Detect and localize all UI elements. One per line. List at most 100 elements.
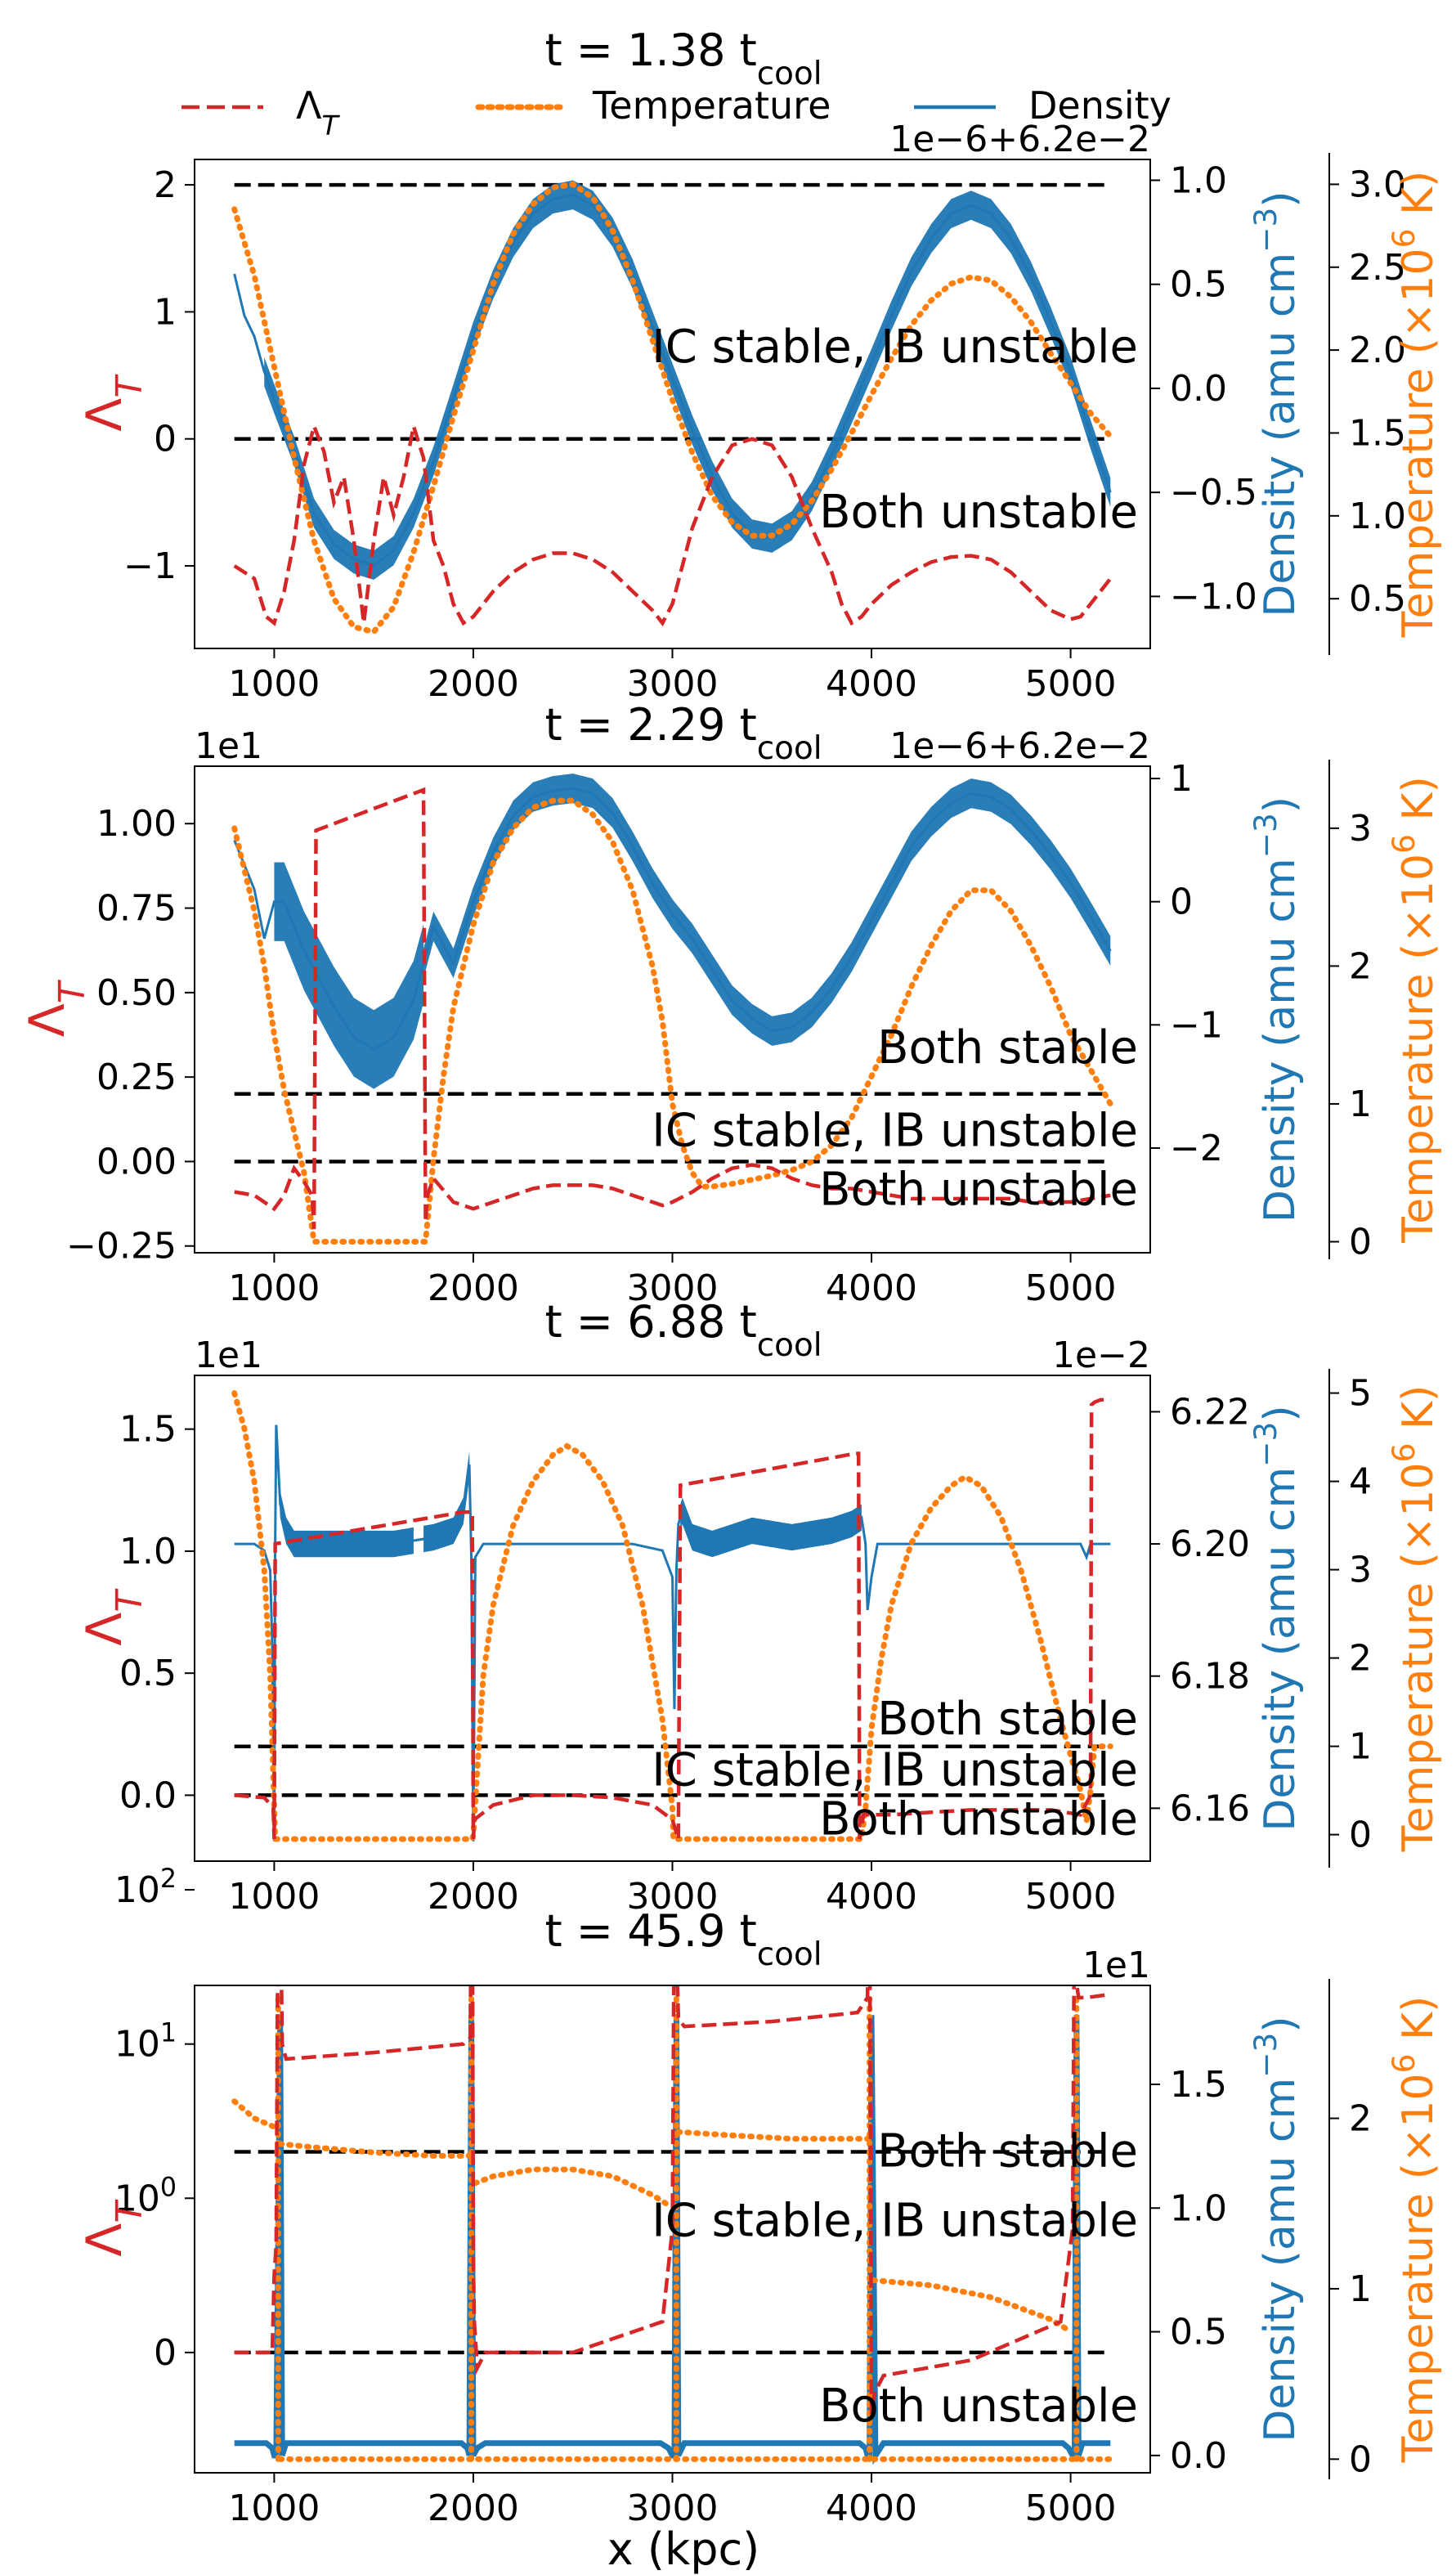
left-tick-label-part: −0.25: [66, 1226, 177, 1267]
lambda-line: [234, 787, 1111, 1230]
left-tick-label-part: 10: [114, 1869, 160, 1911]
region-label: IC stable, IB unstable: [652, 321, 1138, 374]
left-tick-label-part: 0.0: [119, 1774, 177, 1816]
left-tick-label-part: 0: [154, 419, 177, 460]
density-axis-label: Density (amu cm−3): [1248, 191, 1305, 617]
left-axis-label-part: Λ: [19, 1003, 76, 1037]
temperature-tick-label: 1: [1349, 1726, 1372, 1768]
density-oscillation-band: [423, 1451, 472, 1571]
x-tick-label: 4000: [826, 1267, 917, 1309]
region-label: Both unstable: [819, 1164, 1138, 1217]
temperature-tick-label: 3.0: [1349, 164, 1406, 205]
left-tick-label: 102: [114, 1864, 177, 1911]
temperature-axis-label-part: 6: [1386, 2054, 1422, 2074]
panel-title-part: t = 45.9 t: [544, 1905, 756, 1957]
plot-area: [231, 774, 1113, 1245]
density-axis-label-part: −3: [1248, 208, 1284, 253]
x-tick-label: 5000: [1025, 1267, 1117, 1309]
density-tick-label: 6.18: [1170, 1656, 1250, 1698]
temperature-axis-label: Temperature (×106 K): [1386, 171, 1443, 639]
density-axis-label-part: ): [1256, 191, 1305, 207]
left-tick-label-part: 1.0: [119, 1531, 177, 1572]
density-line: [234, 2015, 1111, 2465]
plot-area: [231, 1985, 1113, 2465]
chart-panel: t = 2.29 tcool Both stable IC stable, IB u…: [19, 699, 1443, 1309]
chart-panel: t = 1.38 tcool IC stable, IB unstable Both…: [76, 25, 1443, 705]
left-tick-label-part: 0.5: [119, 1653, 177, 1694]
x-tick-label: 4000: [826, 2488, 917, 2529]
x-tick-label: 3000: [627, 663, 719, 705]
temperature-tick-label: 2.5: [1349, 247, 1406, 289]
left-axis-label: ΛT: [76, 374, 150, 432]
left-tick-label-part: 1.5: [119, 1409, 177, 1451]
left-tick-label-part: 0.75: [96, 888, 177, 930]
left-axis-label: ΛT: [76, 2199, 150, 2257]
panel-title-part: cool: [757, 730, 822, 767]
density-axis-label-part: −3: [1248, 2033, 1284, 2078]
temperature-axis-label-part: Temperature (×10: [1394, 2073, 1443, 2463]
temperature-tick-label: 2: [1349, 2098, 1372, 2140]
temperature-tick-label: 0: [1349, 2438, 1372, 2480]
legend-label-part: T: [321, 110, 340, 141]
density-axis-label: Density (amu cm−3): [1248, 2016, 1305, 2442]
left-tick-label: 0.5: [119, 1653, 177, 1694]
left-axis-label-part: T: [110, 2199, 150, 2223]
temperature-tick-label: 2.0: [1349, 330, 1406, 371]
density-tick-label: −2: [1170, 1128, 1223, 1169]
left-tick-label-part: 1: [160, 2019, 177, 2048]
region-label: IC stable, IB unstable: [652, 1104, 1138, 1157]
x-tick-label: 3000: [627, 1267, 719, 1309]
density-axis-label: Density (amu cm−3): [1248, 1405, 1305, 1831]
panel-title-part: t = 1.38 t: [544, 25, 756, 76]
temperature-tick-label: 0: [1349, 1222, 1372, 1263]
left-tick-label-part: 1: [154, 291, 177, 333]
left-tick-label-part: 0.50: [96, 972, 177, 1014]
left-tick-label: 0: [154, 2332, 177, 2374]
temperature-axis-label-part: K): [1394, 1385, 1443, 1443]
left-axis-label-part: T: [110, 374, 150, 398]
left-axis-offset: 1e1: [195, 1335, 262, 1376]
panel-title-part: cool: [757, 1327, 822, 1364]
temperature-tick-label: 3: [1349, 808, 1372, 850]
density-tick-label: 0.5: [1170, 264, 1227, 306]
x-tick-label: 4000: [826, 663, 917, 705]
density-tick-label: −0.5: [1170, 472, 1257, 514]
plot-area: [231, 1390, 1113, 1842]
temperature-line: [675, 2129, 871, 2142]
x-tick-label: 4000: [826, 1876, 917, 1918]
panel-title-part: t = 2.29 t: [544, 699, 756, 751]
left-tick-label: 0.50: [96, 972, 177, 1014]
left-tick-label: 0.0: [119, 1774, 177, 1816]
left-tick-label: 1.5: [119, 1409, 177, 1451]
left-axis-label-part: Λ: [76, 2223, 133, 2257]
left-tick-label: 0.00: [96, 1141, 177, 1182]
chart-panel: t = 45.9 tcool Both stable IC stable, IB u…: [76, 1864, 1443, 2575]
density-oscillation-band: [278, 1451, 414, 1558]
left-tick-label-part: 10: [114, 2024, 160, 2066]
density-tick-label: 0.0: [1170, 368, 1227, 410]
lambda-line: [233, 419, 1113, 627]
x-tick-label: 5000: [1025, 663, 1117, 705]
left-axis-label: ΛT: [19, 979, 93, 1037]
legend-label-part: Λ: [296, 83, 322, 128]
density-axis-label-part: ): [1256, 2016, 1305, 2032]
left-axis-label-part: Λ: [76, 1613, 133, 1646]
density-axis-label: Density (amu cm−3): [1248, 796, 1305, 1222]
temperature-axis-label-part: 6: [1386, 229, 1422, 249]
left-tick-label-part: 2: [154, 164, 177, 206]
temperature-axis-label-part: Temperature (×10: [1394, 854, 1443, 1244]
left-tick-label: 0.25: [96, 1056, 177, 1098]
density-tick-label: 0: [1170, 882, 1193, 923]
density-axis-label-part: Density (amu cm: [1256, 2078, 1305, 2443]
density-tick-label: 1.0: [1170, 2187, 1227, 2229]
temperature-axis-label-part: K): [1394, 171, 1443, 229]
temperature-tick-label: 5: [1349, 1373, 1372, 1415]
temperature-axis-label-part: K): [1394, 1996, 1443, 2054]
temperature-line: [231, 1390, 1113, 1842]
temperature-axis-label-part: Temperature (×10: [1394, 1462, 1443, 1852]
left-tick-label-part: 2: [160, 1864, 177, 1894]
density-oscillation-band: [680, 1497, 862, 1558]
